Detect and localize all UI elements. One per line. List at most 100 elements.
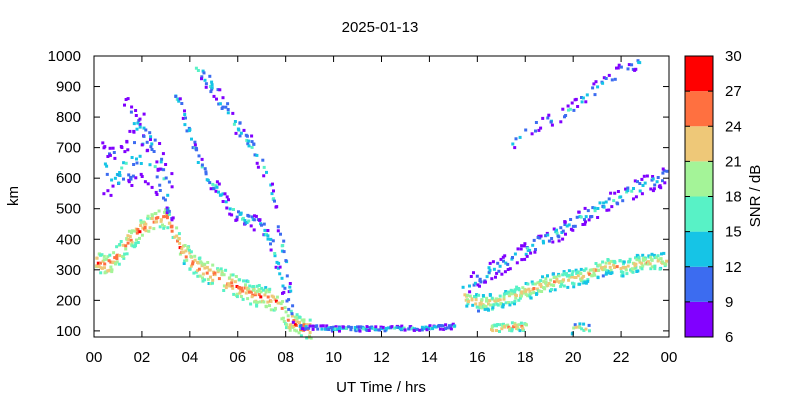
- heatmap-cell: [116, 253, 120, 257]
- heatmap-cell: [254, 214, 258, 218]
- heatmap-cell: [518, 296, 522, 300]
- heatmap-cell: [274, 307, 277, 311]
- heatmap-cell: [524, 252, 528, 256]
- heatmap-cell: [338, 329, 341, 333]
- heatmap-cell: [659, 257, 663, 261]
- heatmap-cell: [194, 66, 198, 70]
- heatmap-cell: [285, 299, 289, 303]
- heatmap-cell: [520, 294, 523, 298]
- heatmap-cell: [594, 80, 598, 84]
- heatmap-cell: [634, 195, 638, 199]
- heatmap-cell: [517, 298, 521, 302]
- heatmap-cell: [334, 325, 338, 329]
- heatmap-cell: [584, 215, 588, 219]
- heatmap-cell: [610, 78, 614, 82]
- heatmap-cell: [231, 111, 235, 115]
- heatmap-cell: [500, 272, 504, 276]
- heatmap-cell: [619, 267, 623, 270]
- heatmap-cell: [529, 291, 533, 295]
- heatmap-cell: [602, 76, 606, 80]
- heatmap-cell: [256, 289, 259, 293]
- heatmap-cell: [173, 235, 177, 239]
- heatmap-cell: [159, 160, 163, 164]
- heatmap-cell: [288, 326, 292, 330]
- heatmap-cell: [122, 256, 126, 260]
- heatmap-cell: [568, 275, 572, 279]
- heatmap-cell: [630, 189, 634, 193]
- heatmap-cell: [478, 284, 481, 288]
- heatmap-cell: [227, 282, 231, 286]
- heatmap-cell: [632, 197, 635, 201]
- heatmap-cell: [508, 267, 512, 271]
- colorbar-bin: [685, 161, 713, 197]
- heatmap-cell: [640, 262, 644, 266]
- heatmap-cell: [593, 273, 597, 277]
- heatmap-cell: [304, 327, 308, 331]
- heatmap-cell: [129, 110, 133, 114]
- heatmap-cell: [603, 265, 607, 269]
- heatmap-cell: [276, 266, 280, 270]
- heatmap-cell: [532, 287, 536, 290]
- heatmap-cell: [226, 102, 230, 106]
- heatmap-cell: [104, 270, 108, 274]
- heatmap-cell: [659, 186, 663, 190]
- heatmap-cell: [658, 267, 662, 271]
- heatmap-cell: [474, 295, 478, 299]
- heatmap-cell: [439, 324, 443, 328]
- heatmap-cell: [493, 299, 497, 303]
- heatmap-cell: [557, 239, 561, 243]
- heatmap-cell: [255, 284, 259, 288]
- heatmap-cell: [536, 281, 540, 285]
- heatmap-cell: [572, 282, 576, 286]
- heatmap-cell: [559, 226, 563, 230]
- heatmap-cell: [329, 326, 333, 329]
- heatmap-cell: [573, 323, 577, 327]
- heatmap-cell: [365, 328, 369, 332]
- heatmap-cell: [469, 275, 473, 278]
- heatmap-cell: [289, 323, 293, 327]
- heatmap-cell: [123, 150, 127, 154]
- heatmap-cell: [124, 244, 128, 248]
- y-tick-label: 200: [56, 292, 81, 309]
- heatmap-cell: [586, 278, 590, 282]
- heatmap-cell: [593, 209, 597, 213]
- heatmap-cell: [130, 105, 134, 109]
- heatmap-cell: [208, 268, 212, 272]
- heatmap-cell: [551, 240, 555, 244]
- heatmap-cell: [282, 239, 286, 243]
- heatmap-cell: [513, 299, 517, 303]
- heatmap-cell: [578, 322, 582, 326]
- heatmap-cell: [528, 290, 532, 294]
- colorbar-bin: [685, 301, 713, 337]
- heatmap-cell: [438, 327, 442, 331]
- heatmap-cell: [305, 336, 309, 340]
- heatmap-cell: [650, 258, 654, 262]
- heatmap-cell: [270, 192, 274, 196]
- heatmap-cell: [238, 278, 242, 282]
- heatmap-cell: [550, 288, 553, 291]
- heatmap-cell: [300, 318, 304, 322]
- heatmap-cell: [182, 262, 186, 265]
- heatmap-cell: [476, 305, 480, 309]
- heatmap-cell: [587, 323, 591, 327]
- heatmap-cell: [229, 273, 233, 277]
- heatmap-cell: [158, 183, 162, 187]
- heatmap-cell: [193, 143, 197, 147]
- heatmap-cell: [561, 280, 565, 283]
- heatmap-cell: [528, 248, 532, 252]
- heatmap-cell: [170, 218, 174, 222]
- heatmap-cell: [215, 97, 218, 101]
- heatmap-cell: [633, 179, 637, 183]
- heatmap-cell: [134, 109, 138, 112]
- heatmap-cell: [653, 183, 657, 187]
- heatmap-cell: [221, 200, 225, 203]
- heatmap-cell: [527, 287, 531, 291]
- heatmap-cell: [200, 163, 204, 167]
- heatmap-cell: [511, 142, 515, 146]
- heatmap-cell: [156, 168, 160, 172]
- heatmap-cell: [160, 157, 164, 161]
- heatmap-cell: [201, 276, 204, 280]
- y-tick-label: 800: [56, 109, 81, 126]
- heatmap-cell: [651, 189, 655, 193]
- heatmap-cell: [472, 283, 476, 287]
